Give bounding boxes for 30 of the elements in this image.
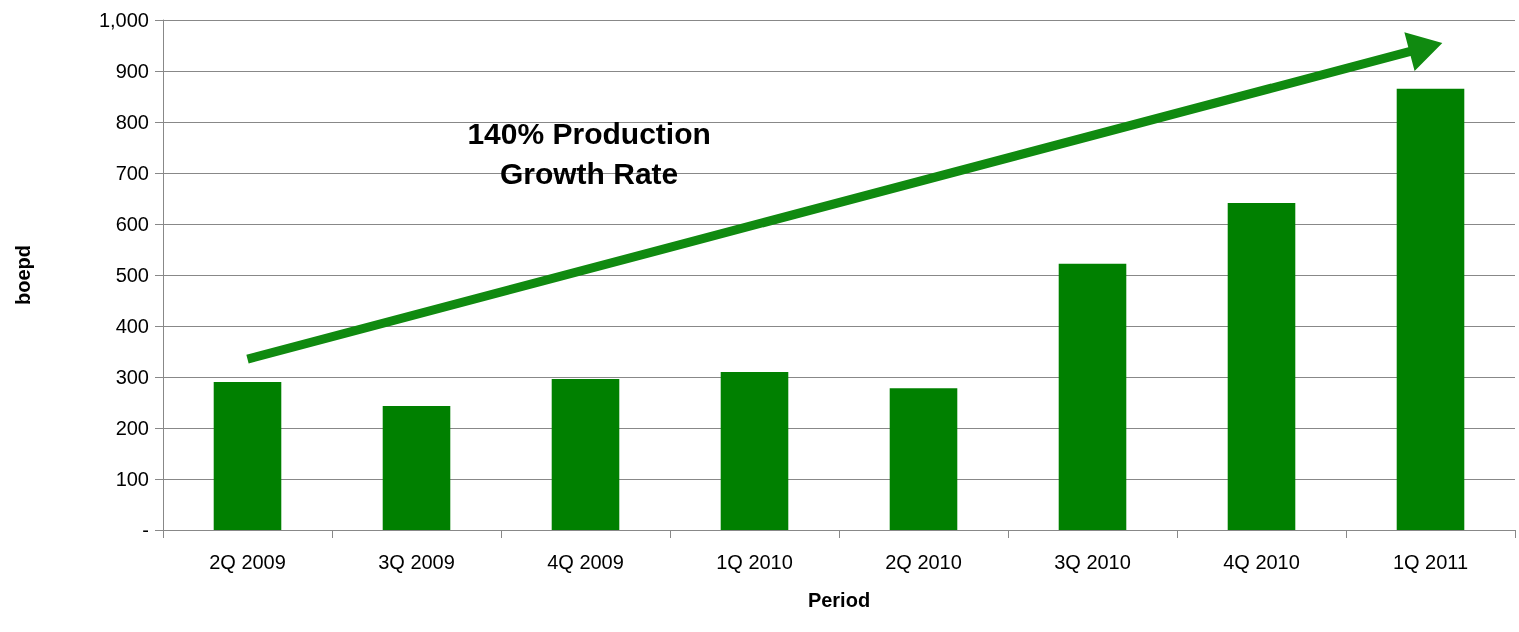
y-tick-label: 900 bbox=[115, 60, 149, 82]
x-tick-label: 3Q 2009 bbox=[378, 551, 455, 573]
y-tick-label: 800 bbox=[115, 111, 149, 133]
x-tick-label: 4Q 2010 bbox=[1223, 551, 1300, 573]
x-tick-label: 2Q 2010 bbox=[885, 551, 962, 573]
bar bbox=[1227, 203, 1296, 530]
y-tick-label: 500 bbox=[115, 264, 149, 286]
y-tick-label: 700 bbox=[115, 162, 149, 184]
bar bbox=[889, 388, 958, 530]
y-tick-label: - bbox=[142, 519, 149, 541]
y-tick-label: 400 bbox=[115, 315, 149, 337]
y-tick-label: 1,000 bbox=[98, 9, 149, 31]
x-tick-label: 3Q 2010 bbox=[1054, 551, 1131, 573]
bar bbox=[1058, 263, 1127, 530]
y-tick-label: 100 bbox=[115, 468, 149, 490]
y-tick-label: 600 bbox=[115, 213, 149, 235]
x-tick-label: 1Q 2011 bbox=[1392, 551, 1469, 573]
y-axis-title: boepd bbox=[12, 245, 34, 305]
x-axis-title: Period bbox=[807, 589, 871, 611]
y-tick-label: 200 bbox=[115, 417, 149, 439]
x-tick-label: 2Q 2009 bbox=[209, 551, 286, 573]
y-tick-label: 300 bbox=[115, 366, 149, 388]
annotation: 140% Production Growth Rate bbox=[466, 115, 712, 192]
bar bbox=[1396, 88, 1465, 530]
bar bbox=[213, 382, 282, 530]
bar bbox=[382, 406, 451, 530]
bar bbox=[720, 371, 789, 530]
bar bbox=[551, 379, 620, 530]
x-tick-label: 1Q 2010 bbox=[716, 551, 793, 573]
x-tick-label: 4Q 2009 bbox=[547, 551, 624, 573]
